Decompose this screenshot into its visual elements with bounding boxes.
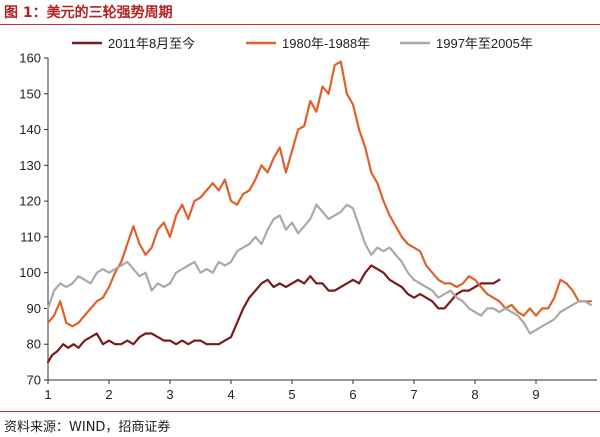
x-tick-label: 4 (227, 387, 234, 402)
legend-label-2: 1980年-1988年 (282, 36, 370, 51)
y-tick-label: 150 (19, 86, 41, 101)
y-tick-label: 80 (27, 337, 41, 352)
x-tick-label: 6 (349, 387, 356, 402)
y-tick-label: 110 (20, 229, 41, 244)
legend-label-1: 2011年8月至今 (108, 36, 195, 51)
x-tick-label: 5 (288, 387, 295, 402)
y-axis: 70 80 90 100 110 120 130 140 150 160 (19, 51, 49, 388)
y-tick-label: 70 (27, 373, 41, 388)
chart-legend: 2011年8月至今 1980年-1988年 1997年至2005年 (72, 36, 533, 51)
plot-area (46, 60, 593, 364)
legend-label-3: 1997年至2005年 (436, 36, 533, 51)
y-tick-label: 140 (19, 122, 41, 137)
title-divider (0, 24, 600, 25)
y-tick-label: 90 (27, 301, 41, 316)
series-line-1 (46, 264, 501, 364)
x-tick-label: 7 (410, 387, 417, 402)
x-tick-label: 2 (105, 387, 112, 402)
y-tick-label: 130 (19, 158, 41, 173)
y-tick-label: 160 (19, 51, 41, 66)
y-tick-label: 100 (19, 265, 41, 280)
figure-title: 图 1：美元的三轮强势周期 (4, 5, 173, 21)
x-axis: 1 2 3 4 5 6 7 8 9 (44, 379, 597, 402)
source-note: 资料来源：WIND，招商证券 (4, 420, 171, 435)
source-divider (0, 411, 600, 412)
line-chart: 2011年8月至今 1980年-1988年 1997年至2005年 70 80 90 10… (19, 36, 597, 402)
series-line-2 (46, 60, 593, 328)
series-line-3 (46, 203, 593, 335)
x-tick-label: 9 (532, 387, 539, 402)
x-tick-label: 8 (471, 387, 478, 402)
y-tick-label: 120 (19, 194, 41, 209)
x-tick-label: 3 (166, 387, 173, 402)
x-tick-label: 1 (44, 387, 51, 402)
